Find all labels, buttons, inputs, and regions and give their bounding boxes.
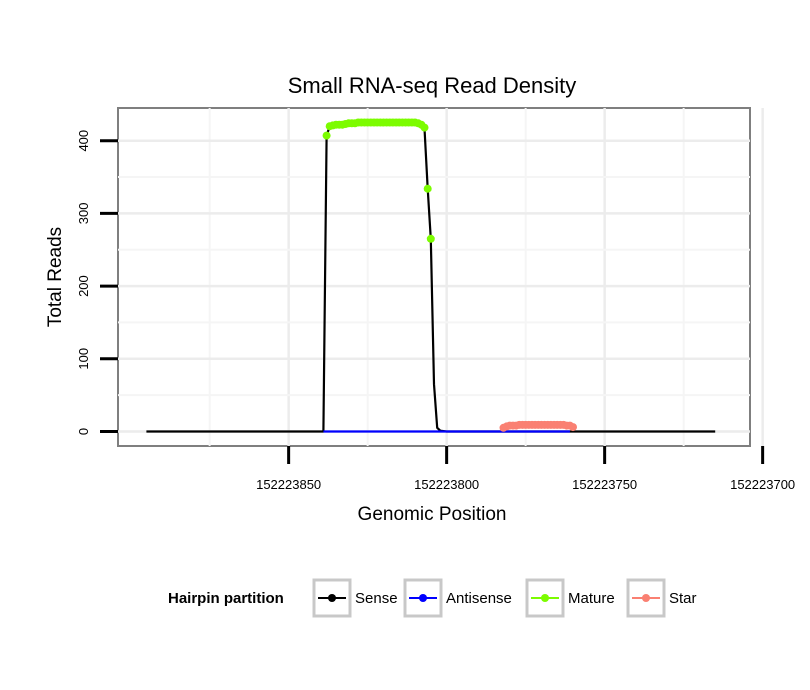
legend-label: Mature [568, 590, 615, 607]
legend: Hairpin partition Sense Antisense Mature St… [168, 578, 697, 618]
data-point-mature [420, 123, 429, 132]
y-tick-label: 100 [76, 348, 91, 370]
data-point-star [569, 423, 577, 432]
legend-item-star: Star [626, 578, 697, 618]
legend-key-dot [419, 594, 427, 602]
x-axis-label: Genomic Position [358, 504, 507, 525]
data-point-mature [426, 234, 435, 243]
legend-item-mature: Mature [525, 578, 615, 618]
x-tick-label: 152223800 [414, 477, 479, 492]
data-point-mature [322, 131, 331, 140]
axes: 0 100 200 300 400 152223850 152223800 152223750… [76, 130, 795, 492]
legend-key-dot [642, 594, 650, 602]
legend-label: Antisense [446, 590, 512, 607]
legend-items: Sense Antisense Mature Star [312, 578, 697, 618]
y-tick-label: 400 [76, 130, 91, 152]
legend-item-antisense: Antisense [403, 578, 512, 618]
legend-label: Star [669, 590, 697, 607]
x-tick-label: 152223700 [730, 477, 795, 492]
y-tick-label: 300 [76, 203, 91, 225]
y-tick-label: 200 [76, 275, 91, 297]
x-tick-label: 152223850 [256, 477, 321, 492]
y-axis-label: Total Reads [45, 227, 66, 327]
legend-key-dot [541, 594, 549, 602]
legend-title: Hairpin partition [168, 590, 284, 607]
legend-key-dot [328, 594, 336, 602]
data-point-mature [423, 184, 432, 193]
legend-item-sense: Sense [312, 578, 398, 618]
x-tick-label: 152223750 [572, 477, 637, 492]
legend-label: Sense [355, 590, 398, 607]
series-layer [146, 118, 716, 433]
y-tick-label: 0 [76, 428, 91, 435]
chart-title: Small RNA-seq Read Density [288, 73, 577, 98]
